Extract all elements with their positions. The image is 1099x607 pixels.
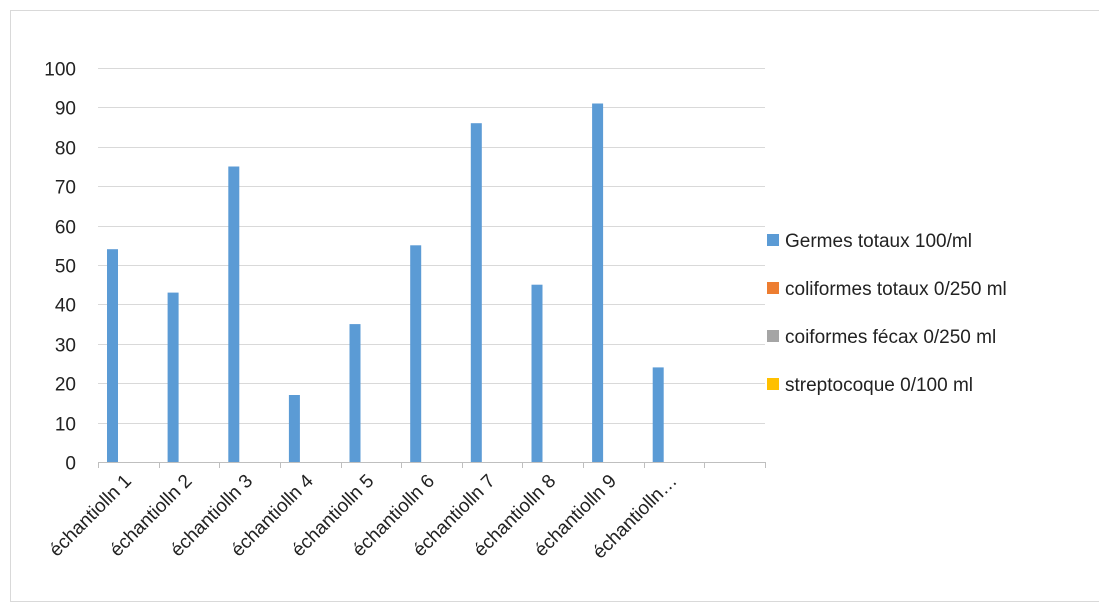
bar-1-10 [653,367,664,462]
y-tick-label: 50 [55,257,76,278]
legend-label: coliformes totaux 0/250 ml [785,279,1007,300]
bar-1-9 [592,104,603,463]
y-tick-label: 10 [55,415,76,436]
y-tick-label: 70 [55,178,76,199]
legend-swatch [767,282,779,294]
bar-1-5 [350,324,361,462]
y-tick-label: 100 [44,60,76,81]
y-tick-label: 80 [55,139,76,160]
y-tick-label: 40 [55,296,76,317]
bar-1-1 [107,249,118,462]
legend-swatch [767,234,779,246]
bar-1-4 [289,395,300,462]
gridlines [98,69,765,424]
x-axis [98,462,766,468]
bar-1-3 [228,167,239,463]
legend: Germes totaux 100/ml coliformes totaux 0/… [767,231,1007,396]
y-tick-label: 20 [55,375,76,396]
y-tick-label: 30 [55,336,76,357]
legend-label: streptocoque 0/100 ml [785,375,973,396]
bar-1-7 [471,123,482,462]
bar-1-2 [168,293,179,462]
bar-1-6 [410,245,421,462]
y-tick-label: 90 [55,99,76,120]
y-tick-label: 0 [65,454,76,475]
legend-label: coiformes fécax 0/250 ml [785,327,996,348]
bar-1-8 [532,285,543,462]
legend-swatch [767,378,779,390]
bar-series [107,104,664,463]
y-axis-tick-labels: 0 10 20 30 40 50 60 70 80 90 100 [44,60,76,475]
legend-swatch [767,330,779,342]
legend-label: Germes totaux 100/ml [785,231,972,252]
y-tick-label: 60 [55,218,76,239]
